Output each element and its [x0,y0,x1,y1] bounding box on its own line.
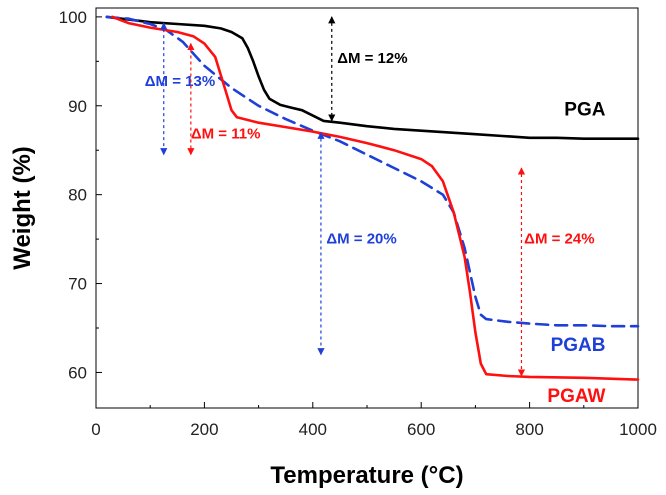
delta-m-label: ΔM = 11% [191,126,261,143]
delta-m-label: ΔM = 20% [326,231,396,248]
series-label-pga: PGA [564,100,605,121]
y-axis: 60 70 80 90 100 [59,8,102,382]
delta-m-label: ΔM = 13% [145,73,215,90]
x-tick-label: 600 [407,420,435,439]
y-tick-label: 100 [59,8,87,27]
y-tick-label: 80 [68,186,87,205]
y-tick-label: 60 [68,363,87,382]
x-axis-title: Temperature (°C) [270,462,463,489]
series-line-pgab [105,15,640,328]
x-axis: 0 200 400 600 800 1000 [91,402,657,439]
series-line-pga [105,15,640,140]
x-tick-label: 200 [190,420,218,439]
series-label-layer: PGA PGAB PGAW [547,100,605,407]
series-layer [105,15,640,381]
y-axis-title: Weight (%) [9,146,36,270]
y-tick-label: 70 [68,275,87,294]
x-tick-label: 1000 [619,420,657,439]
annotation-layer: ΔM = 13% ΔM = 11% ΔM = 12% ΔM = 20% ΔM = 24% [145,16,595,377]
series-label-pgab: PGAB [551,335,606,356]
x-tick-label: 400 [299,420,327,439]
delta-m-label: ΔM = 12% [337,50,407,67]
series-label-pgaw: PGAW [547,386,605,407]
delta-m-label: ΔM = 24% [524,231,594,248]
x-tick-label: 800 [515,420,543,439]
x-tick-label: 0 [91,420,100,439]
series-line-pgaw [111,15,640,381]
y-tick-label: 90 [68,97,87,116]
